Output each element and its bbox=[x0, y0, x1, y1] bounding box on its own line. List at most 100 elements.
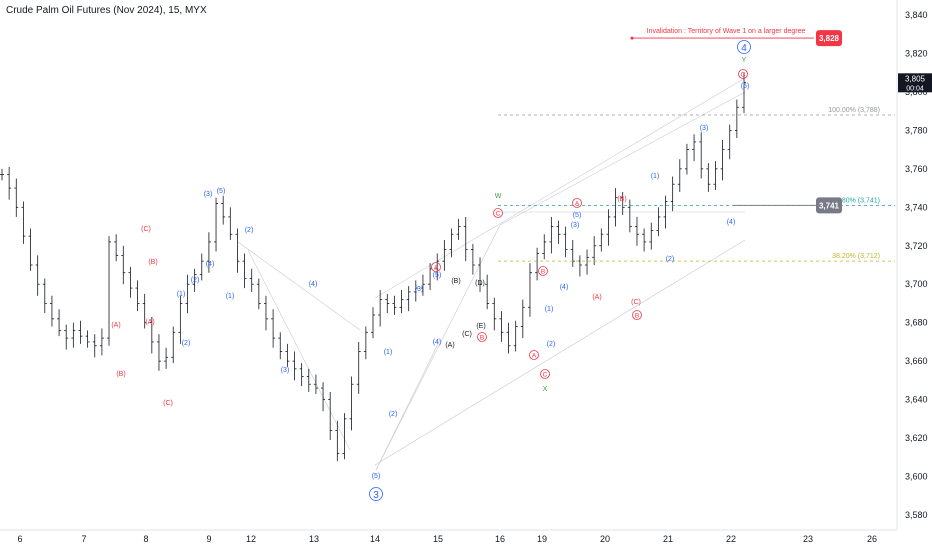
last-price-value: 3,805 bbox=[905, 74, 926, 83]
circled-wave-marker bbox=[538, 266, 548, 276]
x-tick-label: 7 bbox=[81, 534, 86, 544]
y-tick-label: 3,640 bbox=[905, 395, 928, 405]
last-price-badge bbox=[898, 73, 932, 93]
wave-label: (3) bbox=[281, 367, 290, 374]
circled-wave-marker bbox=[572, 198, 582, 208]
x-tick-label: 15 bbox=[433, 534, 443, 544]
x-tick-label: 13 bbox=[309, 534, 319, 544]
wave-label: (4) bbox=[309, 281, 318, 288]
trend-line bbox=[247, 249, 351, 451]
circled-wave-marker bbox=[431, 262, 441, 272]
level-badge-text: 3,741 bbox=[819, 201, 840, 210]
circled-wave-marker bbox=[738, 69, 748, 79]
x-tick-label: 16 bbox=[495, 534, 505, 544]
trend-line bbox=[237, 241, 361, 331]
y-tick-label: 3,620 bbox=[905, 433, 928, 443]
y-tick-label: 3,700 bbox=[905, 279, 928, 289]
circled-wave-marker bbox=[540, 369, 550, 379]
circled-wave-label: A bbox=[532, 353, 537, 360]
y-tick-label: 3,760 bbox=[905, 164, 928, 174]
wave-label: (E) bbox=[476, 323, 485, 330]
x-tick-label: 14 bbox=[370, 534, 380, 544]
circled-wave-label: B bbox=[480, 335, 484, 342]
wave-label: (A) bbox=[111, 322, 120, 329]
circled-wave-label: 4 bbox=[741, 43, 747, 54]
wave-label: (5) bbox=[741, 83, 750, 90]
x-tick-label: 20 bbox=[600, 534, 610, 544]
circled-wave-label: 3 bbox=[373, 490, 379, 501]
invalidation-anchor bbox=[630, 36, 634, 40]
y-tick-label: 3,740 bbox=[905, 202, 928, 212]
x-tick-label: 9 bbox=[206, 534, 211, 544]
wave-label: (4) bbox=[433, 339, 442, 346]
fib-level-label: 38.20% (3,712) bbox=[832, 253, 880, 260]
circled-wave-marker bbox=[493, 208, 503, 218]
wave-label: (B) bbox=[116, 371, 125, 378]
circled-wave-marker bbox=[737, 40, 751, 54]
trend-line bbox=[499, 91, 746, 226]
circled-wave-label: A bbox=[434, 265, 439, 272]
circled-wave-marker bbox=[477, 332, 487, 342]
last-price-time: 00:04 bbox=[906, 85, 924, 92]
wave-label: (D) bbox=[475, 280, 485, 287]
y-tick-label: 3,580 bbox=[905, 510, 928, 520]
circled-wave-label: A bbox=[575, 201, 580, 208]
wave-label: (5) bbox=[372, 473, 381, 480]
wave-label: (1) bbox=[651, 173, 660, 180]
wave-label: (4) bbox=[560, 284, 569, 291]
y-tick-label: 3,820 bbox=[905, 48, 928, 58]
wave-label: (C) bbox=[163, 400, 173, 407]
wave-label: (C) bbox=[631, 299, 641, 306]
x-tick-label: 6 bbox=[17, 534, 22, 544]
wave-label: (2) bbox=[389, 411, 398, 418]
wave-label: (2) bbox=[191, 277, 200, 284]
wave-label: (4) bbox=[206, 261, 215, 268]
circled-wave-label: C bbox=[741, 72, 746, 79]
y-tick-label: 3,780 bbox=[905, 125, 928, 135]
wave-label: (B) bbox=[617, 196, 626, 203]
wave-label: (1) bbox=[384, 349, 393, 356]
fib-level-label: 61.80% (3,741) bbox=[832, 197, 880, 204]
wave-label: (2) bbox=[182, 340, 191, 347]
trend-line bbox=[374, 77, 746, 299]
wave-label: (B) bbox=[148, 259, 157, 266]
wave-label: (2) bbox=[547, 341, 556, 348]
wave-label: (C) bbox=[141, 226, 151, 233]
circled-wave-marker bbox=[369, 487, 383, 501]
wave-label: Y bbox=[742, 57, 747, 64]
circled-wave-marker bbox=[529, 350, 539, 360]
x-tick-label: 22 bbox=[726, 534, 736, 544]
invalidation-badge bbox=[816, 30, 842, 47]
invalidation-badge-text: 3,828 bbox=[819, 34, 840, 43]
y-tick-label: 3,680 bbox=[905, 318, 928, 328]
wave-label: (3) bbox=[700, 125, 709, 132]
circled-wave-label: C bbox=[543, 372, 548, 379]
wave-label: (3) bbox=[204, 191, 213, 198]
wave-label: (A) bbox=[145, 319, 154, 326]
wave-label: (4) bbox=[727, 219, 736, 226]
wave-label: (A) bbox=[445, 342, 454, 349]
wave-label: (2) bbox=[666, 256, 675, 263]
wave-label: (B) bbox=[451, 278, 460, 285]
wave-label: (5) bbox=[573, 212, 582, 219]
circled-wave-marker bbox=[632, 310, 642, 320]
wave-label: (3) bbox=[415, 286, 424, 293]
wave-label: (5) bbox=[433, 272, 442, 279]
fib-level-label: 100.00% (3,788) bbox=[828, 107, 880, 114]
circled-wave-label: B bbox=[635, 313, 639, 320]
x-tick-label: 21 bbox=[663, 534, 673, 544]
x-tick-label: 23 bbox=[803, 534, 813, 544]
x-tick-label: 8 bbox=[143, 534, 148, 544]
wave-label: W bbox=[495, 193, 502, 200]
y-tick-label: 3,720 bbox=[905, 241, 928, 251]
circled-wave-label: C bbox=[496, 211, 501, 218]
wave-label: (1) bbox=[177, 291, 186, 298]
x-tick-label: 19 bbox=[537, 534, 547, 544]
x-tick-label: 26 bbox=[867, 534, 877, 544]
trend-line bbox=[375, 224, 501, 471]
level-badge bbox=[816, 197, 842, 214]
circled-wave-label: B bbox=[541, 269, 545, 276]
wave-label: (5) bbox=[217, 188, 226, 195]
wave-label: (3) bbox=[571, 222, 580, 229]
